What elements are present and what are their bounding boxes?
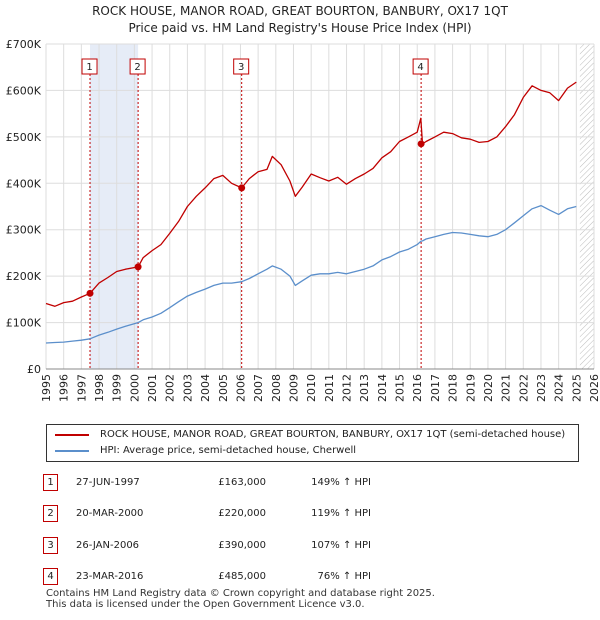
property-series-line <box>45 81 577 307</box>
transaction-price: £485,000 <box>218 571 266 582</box>
y-tick-label: £0 <box>27 363 41 376</box>
marker-badge-label: 2 <box>134 62 140 73</box>
marker-badge <box>81 58 98 75</box>
chart-title: ROCK HOUSE, MANOR ROAD, GREAT BOURTON, B… <box>0 3 600 37</box>
x-tick-label: 2011 <box>323 374 336 402</box>
x-tick-label: 2023 <box>535 374 548 402</box>
legend-swatch-property <box>55 434 89 436</box>
sale-point <box>417 140 425 148</box>
transaction-hpi: 76% ↑ HPI <box>317 571 371 582</box>
table-row: 3 26-JAN-2006 £390,000 107% ↑ HPI <box>0 537 600 555</box>
title-line-1: ROCK HOUSE, MANOR ROAD, GREAT BOURTON, B… <box>92 4 508 18</box>
x-tick-label: 2017 <box>429 374 442 402</box>
legend-label-property: ROCK HOUSE, MANOR ROAD, GREAT BOURTON, B… <box>100 429 566 440</box>
forecast-hatch <box>579 44 594 369</box>
y-tick-label: £600K <box>6 84 42 97</box>
x-tick-label: 1999 <box>111 374 124 402</box>
legend-label-hpi: HPI: Average price, semi-detached house,… <box>100 445 357 456</box>
transaction-number: 4 <box>43 568 58 585</box>
y-tick-label: £300K <box>6 224 42 237</box>
marker-badge-label: 4 <box>417 62 423 73</box>
x-tick-label: 2001 <box>146 374 159 402</box>
transaction-date: 23-MAR-2016 <box>76 571 144 582</box>
x-tick-label: 2000 <box>128 374 141 402</box>
marker-badge <box>129 58 146 75</box>
x-tick-label: 2024 <box>553 374 566 402</box>
table-row: 4 23-MAR-2016 £485,000 76% ↑ HPI <box>0 568 600 586</box>
x-tick-label: 2021 <box>500 374 513 402</box>
table-row: 2 20-MAR-2000 £220,000 119% ↑ HPI <box>0 505 600 523</box>
transaction-hpi: 119% ↑ HPI <box>311 508 371 519</box>
transaction-price: £220,000 <box>218 508 266 519</box>
footer-copyright: Contains HM Land Registry data © Crown c… <box>46 588 435 599</box>
transaction-price: £390,000 <box>218 540 266 551</box>
x-tick-label: 2008 <box>270 374 283 402</box>
x-tick-label: 2019 <box>464 374 477 402</box>
transaction-date: 20-MAR-2000 <box>76 508 144 519</box>
marker-badge <box>412 58 429 75</box>
transaction-hpi: 107% ↑ HPI <box>311 540 371 551</box>
footer-license: This data is licensed under the Open Gov… <box>46 599 365 610</box>
x-tick-label: 1998 <box>93 374 106 402</box>
title-line-2: Price paid vs. HM Land Registry's House … <box>128 21 472 35</box>
marker-badge <box>233 58 250 75</box>
transaction-hpi: 149% ↑ HPI <box>311 477 371 488</box>
x-tick-label: 2003 <box>181 374 194 402</box>
hpi-series-line <box>45 204 577 344</box>
x-tick-label: 2025 <box>570 374 583 402</box>
x-tick-label: 2007 <box>252 374 265 402</box>
footer: Contains HM Land Registry data © Crown c… <box>46 588 435 610</box>
y-tick-label: £200K <box>6 270 42 283</box>
x-tick-label: 2006 <box>234 374 247 402</box>
sale-point <box>134 263 142 271</box>
x-tick-label: 2014 <box>376 374 389 402</box>
legend: ROCK HOUSE, MANOR ROAD, GREAT BOURTON, B… <box>46 424 579 462</box>
x-tick-label: 2002 <box>164 374 177 402</box>
transaction-date: 27-JUN-1997 <box>76 477 140 488</box>
x-tick-label: 2004 <box>199 374 212 402</box>
x-tick-label: 2013 <box>358 374 371 402</box>
x-tick-label: 1995 <box>40 374 53 402</box>
y-tick-label: £100K <box>6 317 42 330</box>
x-tick-label: 1996 <box>58 374 71 402</box>
x-tick-label: 2016 <box>411 374 424 402</box>
x-tick-label: 2022 <box>517 374 530 402</box>
transaction-number: 2 <box>43 505 58 522</box>
transaction-number: 1 <box>43 474 58 491</box>
x-tick-label: 2026 <box>588 374 600 402</box>
table-row: 1 27-JUN-1997 £163,000 149% ↑ HPI <box>0 474 600 492</box>
x-tick-label: 2012 <box>341 374 354 402</box>
price-chart: £0 £100K £200K £300K £400K £500K £600K £700K 199… <box>6 38 600 402</box>
sale-point <box>86 289 94 297</box>
x-tick-label: 2005 <box>217 374 230 402</box>
shaded-range <box>90 44 139 369</box>
legend-swatch-hpi <box>55 450 89 452</box>
transaction-number: 3 <box>43 537 58 554</box>
y-tick-label: £400K <box>6 177 42 190</box>
x-tick-label: 2020 <box>482 374 495 402</box>
x-tick-label: 2010 <box>305 374 318 402</box>
sale-point <box>238 184 246 192</box>
x-tick-label: 2009 <box>287 374 300 402</box>
x-tick-label: 2015 <box>394 374 407 402</box>
y-tick-label: £500K <box>6 131 42 144</box>
x-tick-label: 1997 <box>75 374 88 402</box>
transaction-price: £163,000 <box>218 477 266 488</box>
transaction-date: 26-JAN-2006 <box>76 540 140 551</box>
x-tick-label: 2018 <box>447 374 460 402</box>
y-tick-label: £700K <box>6 38 42 51</box>
marker-badge-label: 1 <box>86 62 92 73</box>
marker-badge-label: 3 <box>238 62 244 73</box>
